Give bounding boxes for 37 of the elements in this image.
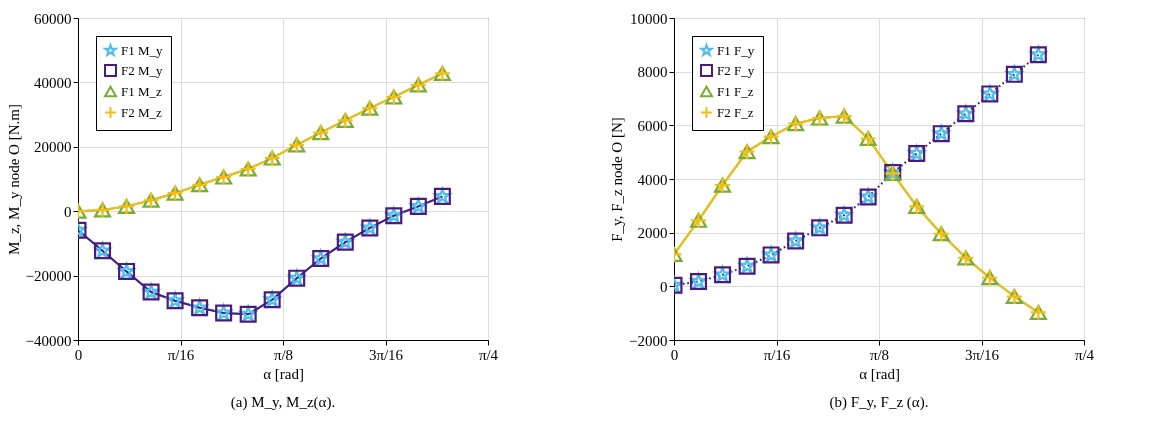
x-tick-label: π/8	[869, 346, 890, 363]
legend-label: F2 F_z	[717, 104, 754, 120]
text: (a) M_y, M_z(α).	[230, 394, 336, 411]
y-axis-title: M_z, M_y node O [N.m]	[5, 104, 22, 255]
legend-label: F1 F_z	[717, 83, 754, 99]
legend-label: F1 M_z	[121, 83, 163, 99]
x-tick-label: π/16	[763, 346, 791, 363]
y-tick-label: 8000	[637, 64, 668, 81]
y-tick-label: 10000	[630, 10, 668, 27]
y-tick-label: 60000	[34, 10, 72, 27]
legend-label: F2 M_y	[121, 62, 164, 78]
y-tick-label: 0	[660, 278, 668, 295]
legend-label: F1 F_y	[717, 42, 755, 58]
y-tick-label: 2000	[637, 225, 668, 242]
y-tick-label: −20000	[25, 268, 72, 285]
x-tick-label: 0	[74, 346, 83, 363]
x-tick-label: π/4	[478, 346, 499, 363]
x-tick-label: 0	[670, 346, 679, 363]
y-tick-label: −40000	[25, 332, 72, 349]
x-tick-label: 3π/16	[964, 346, 1000, 363]
y-tick-label: −2000	[629, 332, 668, 349]
x-tick-label: π/8	[273, 346, 294, 363]
y-tick-label: 0	[64, 203, 72, 220]
legend-label: F1 M_y	[121, 42, 164, 58]
y-tick-label: 40000	[34, 74, 72, 91]
y-tick-label: 6000	[637, 117, 668, 134]
x-tick-label: π/16	[167, 346, 195, 363]
x-tick-label: 3π/16	[368, 346, 404, 363]
text: (b) F_y, F_z (α).	[829, 394, 929, 411]
legend-label: F2 F_y	[717, 62, 755, 78]
y-axis-title: F_y, F_z node O [N]	[609, 117, 626, 242]
y-tick-label: 20000	[34, 139, 72, 156]
x-axis-title: α [rad]	[859, 365, 900, 382]
legend-label: F2 M_z	[121, 104, 163, 120]
y-tick-label: 4000	[637, 171, 668, 188]
x-tick-label: π/4	[1074, 346, 1095, 363]
x-axis-title: α [rad]	[263, 365, 304, 382]
